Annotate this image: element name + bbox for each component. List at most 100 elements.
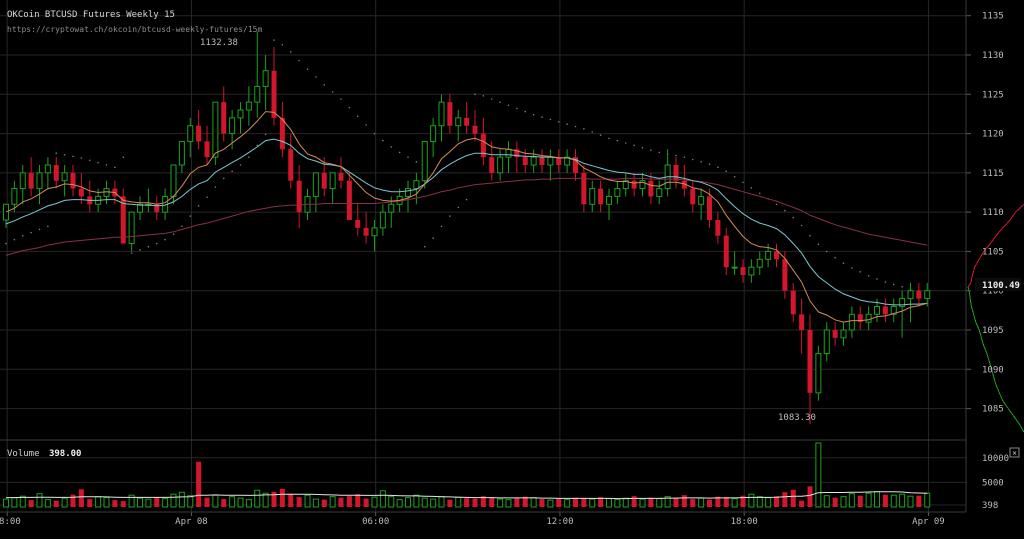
volume-bar-up — [36, 493, 43, 508]
candle-body-up — [371, 227, 378, 237]
chart-title: OKCoin BTCUSD Futures Weekly 15 — [7, 10, 175, 20]
volume-bar-up — [622, 497, 629, 508]
sar-dot — [566, 123, 568, 125]
sar-dot — [181, 225, 183, 228]
volume-bar-down — [598, 497, 604, 507]
sar-dot — [323, 84, 326, 86]
volume-bar-up — [924, 492, 931, 508]
volume-bar-up — [388, 496, 395, 508]
current-price-tag: 1100.49 — [982, 281, 1020, 291]
volume-bar-down — [740, 495, 746, 507]
volume-bar-up — [254, 489, 261, 508]
volume-bar-up — [874, 491, 880, 508]
sar-dot — [784, 209, 786, 212]
price-tick-label: 1085 — [982, 405, 1004, 415]
volume-bar-down — [28, 500, 34, 507]
volume-bar-down — [321, 499, 327, 507]
sar-dot — [474, 93, 476, 96]
volume-bar-down — [790, 489, 796, 507]
sar-dot — [599, 134, 602, 136]
candle-body-up — [815, 353, 822, 394]
volume-bar-up — [413, 494, 420, 508]
sar-dot — [21, 234, 24, 237]
candle-body-down — [196, 125, 202, 142]
sar-dot — [13, 238, 16, 241]
candle-body-up — [924, 290, 931, 300]
candle-body-up — [312, 172, 319, 197]
candle-body-up — [564, 156, 571, 166]
candle-body-down — [464, 117, 470, 126]
candle-body-down — [648, 180, 654, 197]
candle-body-down — [673, 165, 679, 181]
volume-bar-down — [715, 496, 721, 507]
sar-dot — [532, 113, 535, 116]
sar-dot — [155, 242, 158, 245]
sar-dot — [901, 285, 903, 288]
candle-body-down — [723, 235, 729, 268]
candle-body-down — [857, 314, 863, 323]
sar-dot — [775, 203, 778, 206]
volume-bar-up — [848, 493, 855, 508]
volume-bar-up — [95, 496, 102, 508]
volume-bar-up — [656, 498, 663, 508]
sar-dot — [248, 156, 250, 158]
sar-dot — [641, 146, 644, 149]
candle-body-down — [807, 330, 813, 393]
candle-body-up — [178, 140, 185, 166]
sar-dot — [465, 198, 468, 201]
sar-dot — [742, 181, 744, 184]
candle-body-down — [489, 157, 495, 173]
sar-dot — [834, 256, 836, 259]
time-tick-label: 18:00 — [731, 517, 758, 527]
sar-dot — [608, 137, 610, 140]
candle-body-down — [522, 157, 528, 165]
volume-bar-down — [279, 488, 285, 507]
sar-dot — [817, 243, 820, 246]
volume-bar-up — [371, 496, 378, 508]
candle-body-down — [154, 204, 160, 213]
candle-body-up — [907, 290, 914, 300]
sar-dot — [147, 245, 150, 248]
close-icon[interactable]: × — [1012, 449, 1017, 458]
volume-bar-up — [430, 498, 437, 508]
volume-label: Volume 398.00 — [7, 449, 81, 459]
depth-curve — [967, 203, 1024, 433]
candle-body-down — [204, 141, 210, 158]
volume-bar-up — [614, 499, 621, 508]
candle-body-down — [631, 180, 637, 189]
sar-dot — [792, 216, 795, 219]
volume-bar-up — [103, 497, 110, 508]
candle-body-up — [748, 266, 755, 276]
sar-dot — [38, 228, 41, 231]
sar-dot — [97, 161, 99, 164]
volume-bar-up — [497, 498, 504, 508]
candle-body-up — [639, 180, 646, 190]
chart-url[interactable]: https://cryptowat.ch/okcoin/btcusd-weekl… — [7, 25, 262, 34]
volume-bar-down — [807, 486, 813, 507]
volume-bar-up — [890, 494, 897, 508]
volume-bar-up — [547, 499, 554, 508]
sar-dot — [356, 115, 359, 118]
candle-body-down — [321, 172, 327, 189]
volume-bar-up — [329, 496, 336, 508]
volume-bar-down — [464, 498, 470, 507]
sar-dot — [700, 161, 702, 163]
candle-body-down — [832, 330, 838, 338]
volume-bar-up — [748, 493, 755, 508]
close-volume-panel-button[interactable] — [1009, 447, 1020, 458]
volume-bar-down — [338, 497, 344, 507]
sar-dot — [717, 166, 719, 169]
volume-bar-up — [128, 494, 135, 508]
volume-bar-down — [288, 493, 294, 507]
volume-bar-down — [774, 496, 779, 507]
volume-bar-up — [61, 497, 68, 508]
candle-body-up — [19, 172, 26, 190]
sar-dot — [256, 144, 259, 147]
candle-body-down — [472, 125, 478, 134]
candle-body-down — [882, 306, 888, 315]
sar-dot — [373, 132, 376, 135]
candle-body-up — [379, 211, 386, 229]
candle-body-down — [355, 220, 361, 228]
depth-ask-line — [967, 203, 1024, 288]
